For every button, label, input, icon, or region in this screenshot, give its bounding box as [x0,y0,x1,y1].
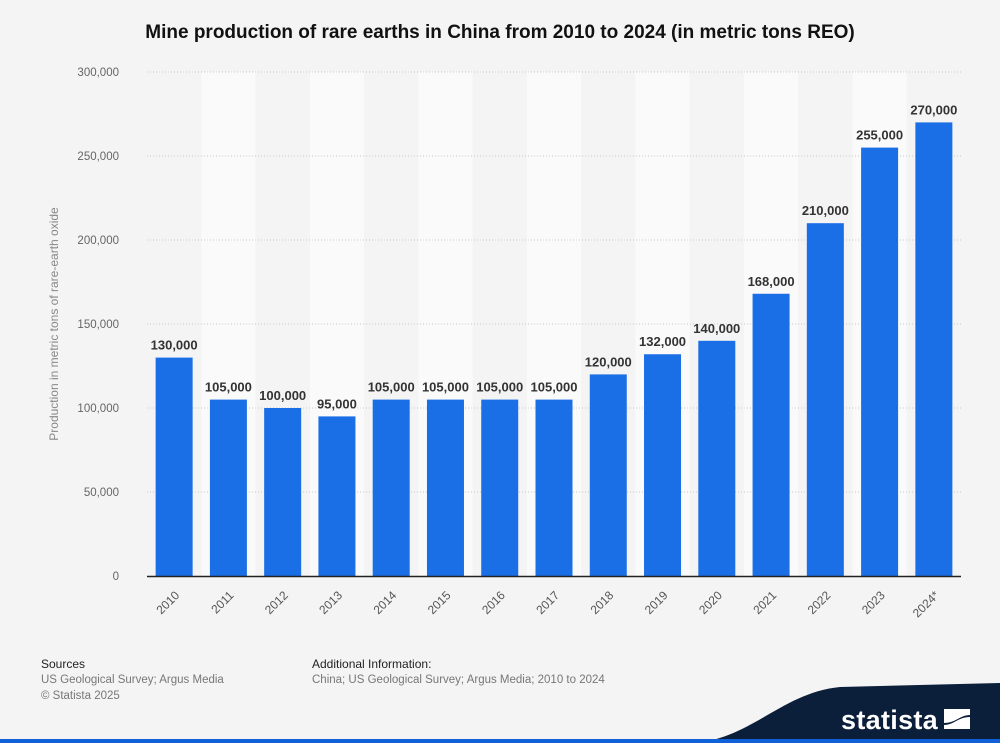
x-tick-label: 2020 [696,588,725,617]
x-tick-label: 2018 [588,588,617,617]
x-tick-label: 2015 [425,588,454,617]
bar-chart: 0 50,000 100,000 150,000 200,000 250,000 300,0… [47,67,961,620]
sources-block: Sources US Geological Survey; Argus Medi… [41,656,224,704]
bar[interactable] [481,399,519,576]
data-label: 105,000 [368,380,415,395]
statista-logo-icon [944,709,970,729]
data-label: 105,000 [205,380,252,395]
statista-logo-text: statista [841,705,938,735]
data-label: 132,000 [639,334,686,349]
x-tick-label: 2016 [479,588,508,617]
x-tick-label: 2010 [153,588,182,617]
data-label: 140,000 [693,321,740,336]
sources-heading: Sources [41,657,86,671]
value-labels: 130,000 105,000 100,000 95,000 105,000 105,00… [151,102,958,411]
bars [155,122,953,577]
x-tick-label: 2024* [910,588,942,620]
bar[interactable] [155,357,193,576]
x-tick-label: 2014 [371,588,400,617]
brand-wave-background [690,683,1000,743]
x-tick-label: 2011 [208,588,236,616]
y-tick-label: 0 [113,571,119,583]
y-tick-label: 50,000 [84,487,119,499]
y-tick-label: 100,000 [77,403,119,415]
bar[interactable] [372,399,410,576]
additional-info-block: Additional Information: China; US Geolog… [312,656,605,688]
y-axis-ticks: 0 50,000 100,000 150,000 200,000 250,000 300,0… [77,67,119,583]
data-label: 255,000 [856,128,903,143]
sources-text: US Geological Survey; Argus Media [41,674,224,686]
y-tick-label: 300,000 [77,67,119,79]
additional-info-heading: Additional Information: [312,657,432,671]
data-label: 95,000 [317,396,357,411]
data-label: 105,000 [422,380,469,395]
bar[interactable] [698,340,736,576]
data-label: 105,000 [476,380,523,395]
x-tick-label: 2021 [750,588,779,617]
x-axis-ticks: 2010 2011 2012 2013 2014 2015 2016 2017 2018 2019… [147,575,961,620]
bar[interactable] [806,223,844,576]
data-label: 105,000 [531,380,578,395]
data-label: 210,000 [802,203,849,218]
data-label: 120,000 [585,354,632,369]
x-tick-label: 2022 [805,588,834,617]
bottom-accent-line [0,739,1000,743]
data-label: 270,000 [910,102,957,117]
statista-brand-area[interactable]: statista [690,683,1000,743]
bar[interactable] [318,416,356,576]
data-label: 168,000 [748,274,795,289]
bar[interactable] [915,122,953,577]
copyright-text: © Statista 2025 [41,690,120,702]
x-tick-label: 2019 [642,588,671,617]
x-tick-label: 2017 [533,588,562,617]
bar[interactable] [861,147,899,576]
data-label: 130,000 [151,338,198,353]
data-label: 100,000 [259,388,306,403]
y-tick-label: 150,000 [77,319,119,331]
y-tick-label: 250,000 [77,151,119,163]
bar[interactable] [535,399,573,576]
y-axis-label: Production in metric tons of rare-earth … [47,207,61,441]
bar[interactable] [644,354,682,576]
bar[interactable] [752,293,790,576]
chart-title: Mine production of rare earths in China … [145,22,855,43]
y-tick-label: 200,000 [77,235,119,247]
bar[interactable] [426,399,464,576]
x-tick-label: 2013 [316,588,345,617]
additional-info-text: China; US Geological Survey; Argus Media… [312,674,605,686]
x-tick-label: 2012 [262,588,291,617]
x-tick-label: 2023 [859,588,888,617]
bar[interactable] [209,399,247,576]
bar[interactable] [264,408,302,576]
bar[interactable] [589,374,627,576]
